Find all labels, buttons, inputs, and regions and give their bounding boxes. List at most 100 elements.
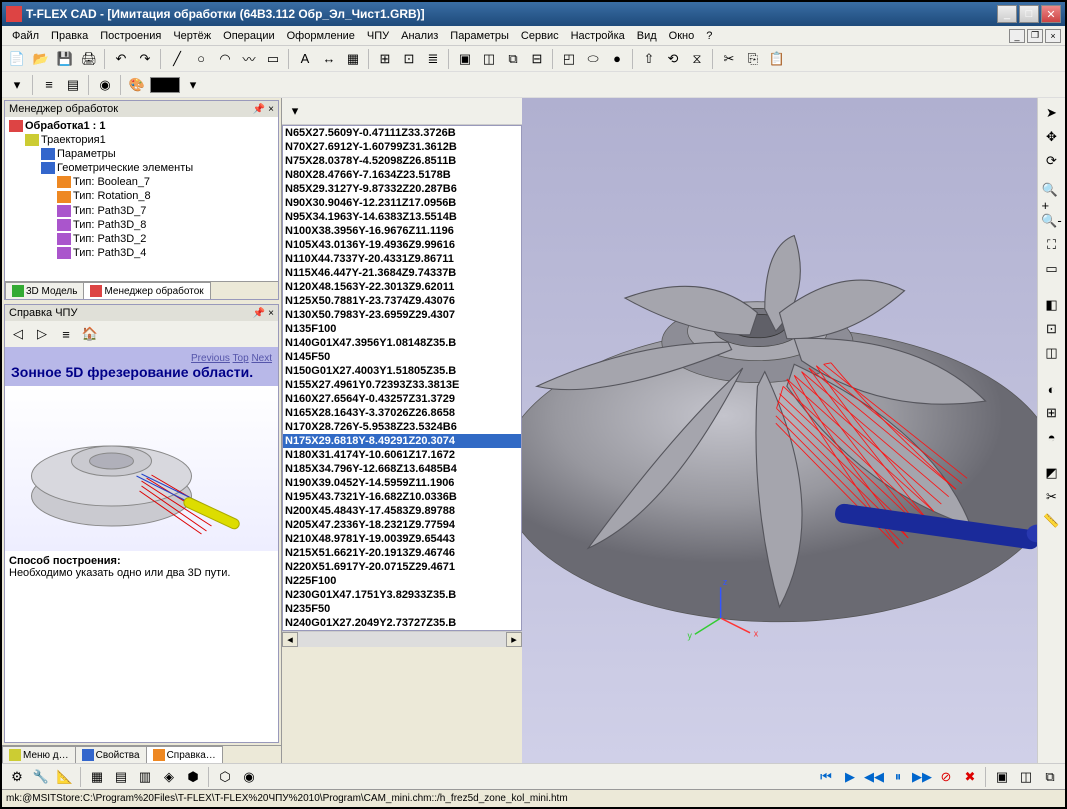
new-icon[interactable]: 📄 — [6, 48, 28, 70]
close-button[interactable]: ✕ — [1041, 5, 1061, 23]
pin-icon[interactable]: 📌 × — [253, 104, 274, 115]
tree-item[interactable]: Геометрические элементы — [7, 161, 276, 175]
gcode-line[interactable]: N130X50.7983Y-23.6959Z29.4307 — [283, 308, 521, 322]
gcode-line[interactable]: N125X50.7881Y-23.7374Z9.43076 — [283, 294, 521, 308]
view3-icon[interactable]: ⧉ — [502, 48, 524, 70]
cnc4-icon[interactable]: ▦ — [86, 766, 108, 788]
pin-icon[interactable]: 📌 × — [253, 308, 274, 319]
zoom-win-icon[interactable]: ▭ — [1041, 258, 1063, 280]
spline-icon[interactable]: 〰 — [238, 48, 260, 70]
menu-чпу[interactable]: ЧПУ — [361, 28, 395, 44]
gcode-line[interactable]: N195X43.7321Y-16.682Z10.0336B — [283, 490, 521, 504]
render-icon[interactable]: ◉ — [94, 74, 116, 96]
tree-item[interactable]: Параметры — [7, 147, 276, 161]
gcode-line[interactable]: N165X28.1643Y-3.37026Z26.8658 — [283, 406, 521, 420]
menu-правка[interactable]: Правка — [45, 28, 94, 44]
sim-opt1-icon[interactable]: ▣ — [991, 766, 1013, 788]
rev-icon[interactable]: ⟲ — [662, 48, 684, 70]
cut-icon[interactable]: ✂ — [718, 48, 740, 70]
mdi-minimize-button[interactable]: _ — [1009, 29, 1025, 43]
zoom-in-icon[interactable]: 🔍+ — [1041, 186, 1063, 208]
gcode-line[interactable]: N140G01X47.3956Y1.08148Z35.B — [283, 336, 521, 350]
gcode-line[interactable]: N215X51.6621Y-20.1913Z9.46746 — [283, 546, 521, 560]
minimize-button[interactable]: _ — [997, 5, 1017, 23]
gcode-line[interactable]: N150G01X27.4003Y1.51805Z35.B — [283, 364, 521, 378]
gcode-line[interactable]: N145F50 — [283, 350, 521, 364]
help-list-icon[interactable]: ≡ — [55, 323, 77, 345]
view-top-icon[interactable]: ⊡ — [1041, 318, 1063, 340]
rect-icon[interactable]: ▭ — [262, 48, 284, 70]
section-icon[interactable]: ◩ — [1041, 462, 1063, 484]
play-button[interactable]: ▶ — [839, 766, 861, 788]
gcode-line[interactable]: N120X48.1563Y-22.3013Z9.62011 — [283, 280, 521, 294]
gcode-line[interactable]: N105X43.0136Y-19.4936Z9.99616 — [283, 238, 521, 252]
gcode-line[interactable]: N200X45.4843Y-17.4583Z9.89788 — [283, 504, 521, 518]
cnc1-icon[interactable]: ⚙ — [6, 766, 28, 788]
cnc7-icon[interactable]: ◈ — [158, 766, 180, 788]
gcode-line[interactable]: N170X28.726Y-5.9538Z23.5324B6 — [283, 420, 521, 434]
stop-button[interactable]: ⊘ — [935, 766, 957, 788]
redo-icon[interactable]: ↷ — [134, 48, 156, 70]
props-icon[interactable]: ≡ — [38, 74, 60, 96]
menu-параметры[interactable]: Параметры — [444, 28, 515, 44]
help-fwd-icon[interactable]: ▷ — [31, 323, 53, 345]
tree-item[interactable]: Траектория1 — [7, 133, 276, 147]
color-swatch[interactable] — [150, 77, 180, 93]
menu-файл[interactable]: Файл — [6, 28, 45, 44]
menu-операции[interactable]: Операции — [217, 28, 280, 44]
color-dd-icon[interactable]: ▾ — [182, 74, 204, 96]
help-top-link[interactable]: Top — [233, 353, 249, 364]
shade-icon[interactable]: ◐ — [1041, 378, 1063, 400]
hidden-icon[interactable]: ◓ — [1041, 426, 1063, 448]
reset-button[interactable]: ✖ — [959, 766, 981, 788]
layer2-icon[interactable]: ▤ — [62, 74, 84, 96]
menu-оформление[interactable]: Оформление — [281, 28, 361, 44]
gcode-line[interactable]: N100X38.3956Y-16.9676Z11.1196 — [283, 224, 521, 238]
gcode-panel[interactable]: N65X27.5609Y-0.47111Z33.3726BN70X27.6912… — [282, 125, 522, 631]
gcode-line[interactable]: N90X30.9046Y-12.2311Z17.0956B — [283, 196, 521, 210]
menu-окно[interactable]: Окно — [663, 28, 701, 44]
sph-icon[interactable]: ● — [606, 48, 628, 70]
cnc8-icon[interactable]: ⬢ — [182, 766, 204, 788]
cyl-icon[interactable]: ⬭ — [582, 48, 604, 70]
gcode-dd-icon[interactable]: ▾ — [284, 100, 306, 122]
step-back-button[interactable]: ◀◀ — [863, 766, 885, 788]
help-back-icon[interactable]: ◁ — [7, 323, 29, 345]
line-icon[interactable]: ╱ — [166, 48, 188, 70]
loft-icon[interactable]: ⧖ — [686, 48, 708, 70]
snap-icon[interactable]: ⊡ — [398, 48, 420, 70]
cnc5-icon[interactable]: ▤ — [110, 766, 132, 788]
menu-вид[interactable]: Вид — [631, 28, 663, 44]
cnc3-icon[interactable]: 📐 — [54, 766, 76, 788]
tree-item[interactable]: Тип: Path3D_2 — [7, 232, 276, 246]
tree-item[interactable]: Тип: Boolean_7 — [7, 175, 276, 189]
dropdown-icon[interactable]: ▾ — [6, 74, 28, 96]
gcode-line[interactable]: N205X47.2336Y-18.2321Z9.77594 — [283, 518, 521, 532]
layer-icon[interactable]: ≣ — [422, 48, 444, 70]
menu-построения[interactable]: Построения — [94, 28, 167, 44]
clip-icon[interactable]: ✂ — [1041, 486, 1063, 508]
tree-item[interactable]: Тип: Path3D_8 — [7, 218, 276, 232]
zoom-fit-icon[interactable]: ⛶ — [1041, 234, 1063, 256]
copy-icon[interactable]: ⎘ — [742, 48, 764, 70]
gcode-line[interactable]: N185X34.796Y-12.668Z13.6485B4 — [283, 462, 521, 476]
tree-item[interactable]: Тип: Path3D_7 — [7, 204, 276, 218]
gcode-line[interactable]: N95X34.1963Y-14.6383Z13.5514B — [283, 210, 521, 224]
gcode-line[interactable]: N235F50 — [283, 602, 521, 616]
measure-icon[interactable]: 📏 — [1041, 510, 1063, 532]
view-front-icon[interactable]: ◫ — [1041, 342, 1063, 364]
gcode-line[interactable]: N155X27.4961Y0.72393Z33.3813E — [283, 378, 521, 392]
gcode-line[interactable]: N160X27.6564Y-0.43257Z31.3729 — [283, 392, 521, 406]
ext-icon[interactable]: ⇧ — [638, 48, 660, 70]
cnc2-icon[interactable]: 🔧 — [30, 766, 52, 788]
mdi-close-button[interactable]: × — [1045, 29, 1061, 43]
view2-icon[interactable]: ◫ — [478, 48, 500, 70]
paste-icon[interactable]: 📋 — [766, 48, 788, 70]
undo-icon[interactable]: ↶ — [110, 48, 132, 70]
cnc6-icon[interactable]: ▥ — [134, 766, 156, 788]
gcode-line[interactable]: N175X29.6818Y-8.49291Z20.3074 — [283, 434, 521, 448]
save-icon[interactable]: 💾 — [54, 48, 76, 70]
gcode-line[interactable]: N240G01X27.2049Y2.73727Z35.B — [283, 616, 521, 630]
rotate-icon[interactable]: ⟳ — [1041, 150, 1063, 172]
cnc9-icon[interactable]: ⬡ — [214, 766, 236, 788]
